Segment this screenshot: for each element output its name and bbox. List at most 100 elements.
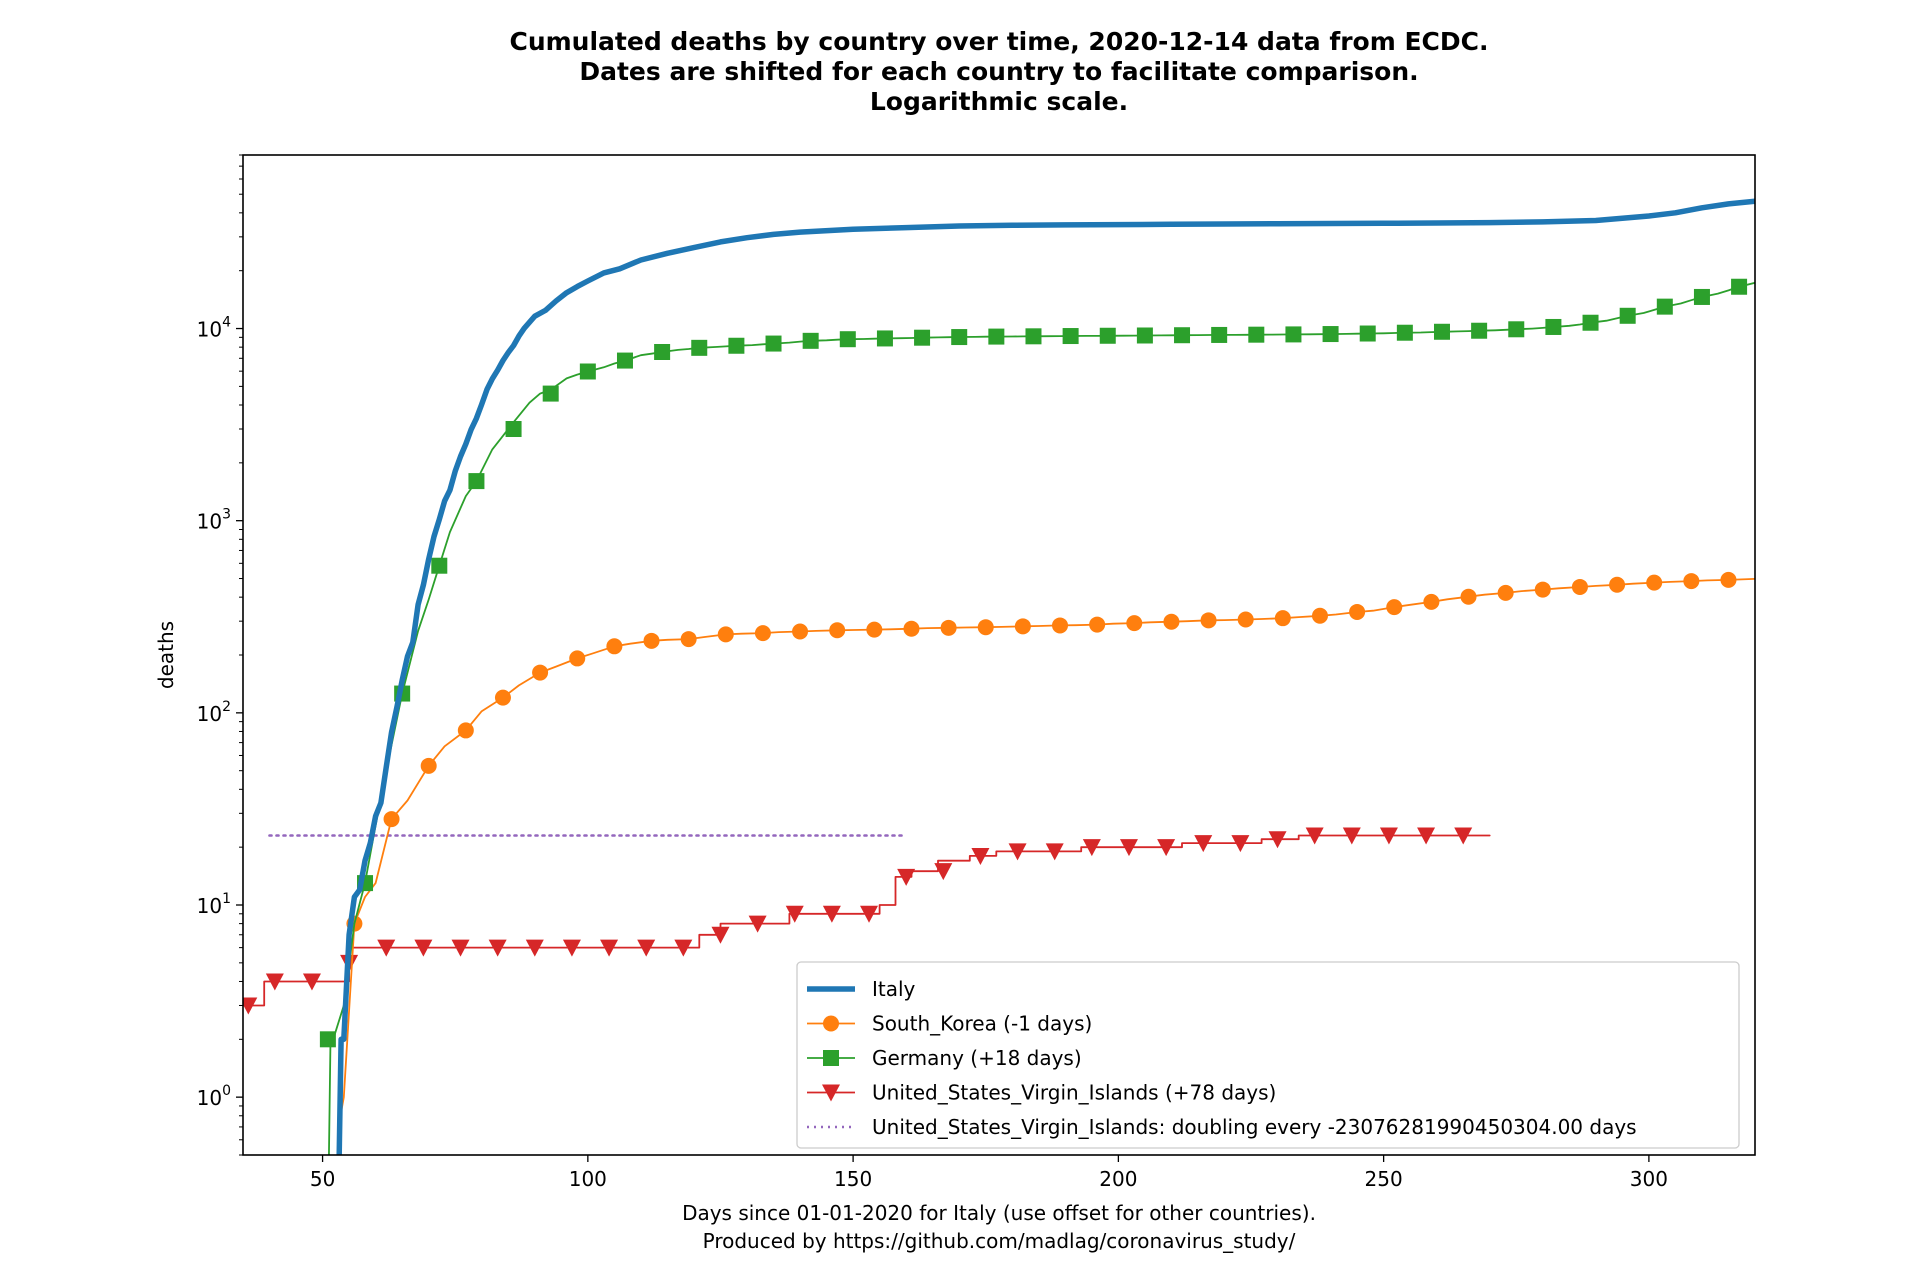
- legend-entry-1: South_Korea (-1 days): [807, 1012, 1092, 1036]
- x-axis-label-line-1: Days since 01-01-2020 for Italy (use off…: [682, 1201, 1316, 1225]
- data-point: [754, 625, 771, 642]
- data-point: [1693, 288, 1710, 305]
- data-point: [691, 339, 708, 356]
- data-point: [1274, 610, 1291, 627]
- data-point: [562, 939, 581, 957]
- y-tick-label: 101: [197, 891, 231, 918]
- data-point: [1174, 327, 1191, 344]
- data-point: [1062, 328, 1079, 345]
- data-point: [1136, 327, 1153, 344]
- data-point: [1582, 314, 1599, 331]
- x-axis: 50 100 150 200 250 300: [310, 1155, 1668, 1191]
- data-point: [1433, 323, 1450, 340]
- legend-box: [796, 961, 1740, 1149]
- data-point: [637, 939, 656, 957]
- data-point: [1656, 298, 1673, 315]
- legend-label: South_Korea (-1 days): [872, 1012, 1092, 1036]
- data-point: [606, 638, 623, 655]
- data-point: [717, 626, 734, 643]
- data-point: [1460, 588, 1477, 605]
- data-point: [680, 631, 697, 648]
- data-point: [748, 915, 767, 933]
- data-point: [1619, 307, 1636, 324]
- data-point: [822, 905, 841, 923]
- legend-label: United_States_Virgin_Islands: doubling e…: [872, 1115, 1637, 1139]
- data-point: [1211, 326, 1228, 343]
- data-point: [1417, 827, 1436, 845]
- data-point: [1089, 616, 1106, 633]
- data-point: [1609, 576, 1626, 593]
- data-point: [542, 385, 559, 402]
- x-tick-label: 250: [1365, 1167, 1403, 1191]
- data-point: [1268, 831, 1287, 849]
- legend-entry-2: Germany (+18 days): [807, 1046, 1082, 1070]
- data-point: [616, 352, 633, 369]
- data-point: [1396, 324, 1413, 341]
- legend-entry-0: Italy: [807, 977, 916, 1001]
- data-point: [1014, 618, 1031, 635]
- y-axis-label: deaths: [154, 621, 178, 689]
- data-point: [1311, 607, 1328, 624]
- y-tick-label: 103: [197, 507, 231, 534]
- data-point: [1025, 328, 1042, 345]
- data-point: [711, 926, 730, 944]
- chart-title-line-1: Cumulated deaths by country over time, 2…: [509, 27, 1488, 56]
- data-point: [876, 330, 893, 347]
- data-point: [1646, 574, 1663, 591]
- data-point: [468, 473, 485, 490]
- data-point: [1386, 599, 1403, 616]
- data-point: [1571, 578, 1588, 595]
- data-point: [1052, 617, 1069, 634]
- data-point: [383, 811, 400, 828]
- legend-entry-4: United_States_Virgin_Islands: doubling e…: [807, 1115, 1637, 1139]
- data-point: [525, 939, 544, 957]
- legend-marker: [823, 1015, 839, 1032]
- data-point: [600, 939, 619, 957]
- data-point: [1683, 573, 1700, 590]
- data-point: [1157, 839, 1176, 857]
- data-point: [457, 722, 474, 739]
- y-axis: 100 101 102 103 104: [197, 154, 243, 1156]
- series-0: [336, 198, 1755, 1155]
- x-tick-label: 150: [834, 1167, 872, 1191]
- data-point: [1231, 835, 1250, 853]
- chart-title-line-2: Dates are shifted for each country to fa…: [579, 57, 1418, 86]
- x-tick-label: 200: [1099, 1167, 1137, 1191]
- data-point: [1545, 318, 1562, 335]
- data-point: [1342, 827, 1361, 845]
- x-axis-label-line-2: Produced by https://github.com/madlag/co…: [703, 1229, 1296, 1253]
- data-point: [802, 332, 819, 349]
- data-point: [1534, 581, 1551, 598]
- data-point: [1099, 327, 1116, 344]
- data-point: [792, 623, 809, 640]
- data-point: [897, 868, 916, 886]
- data-point: [971, 847, 990, 865]
- data-point: [1379, 827, 1398, 845]
- series-3: [243, 827, 1491, 1015]
- data-point: [1731, 278, 1748, 295]
- data-point: [654, 343, 671, 360]
- y-tick-label: 102: [197, 699, 231, 726]
- x-tick-label: 50: [310, 1167, 335, 1191]
- x-tick-label: 100: [569, 1167, 607, 1191]
- data-point: [505, 421, 522, 438]
- data-point: [914, 329, 931, 346]
- y-tick-label: 104: [197, 315, 231, 342]
- data-point: [977, 619, 994, 636]
- data-point: [1082, 839, 1101, 857]
- data-point: [1720, 571, 1737, 588]
- data-point: [302, 973, 321, 991]
- data-point: [829, 622, 846, 639]
- legend: Italy South_Korea (-1 days) Germany (+18 d…: [796, 961, 1740, 1149]
- data-point: [579, 363, 596, 380]
- data-point: [1305, 827, 1324, 845]
- data-point: [951, 329, 968, 346]
- data-point: [1359, 325, 1376, 342]
- data-point: [765, 335, 782, 352]
- data-point: [643, 632, 660, 649]
- data-point: [860, 905, 879, 923]
- data-point: [1423, 593, 1440, 610]
- data-point: [488, 939, 507, 957]
- legend-label: Italy: [872, 977, 916, 1001]
